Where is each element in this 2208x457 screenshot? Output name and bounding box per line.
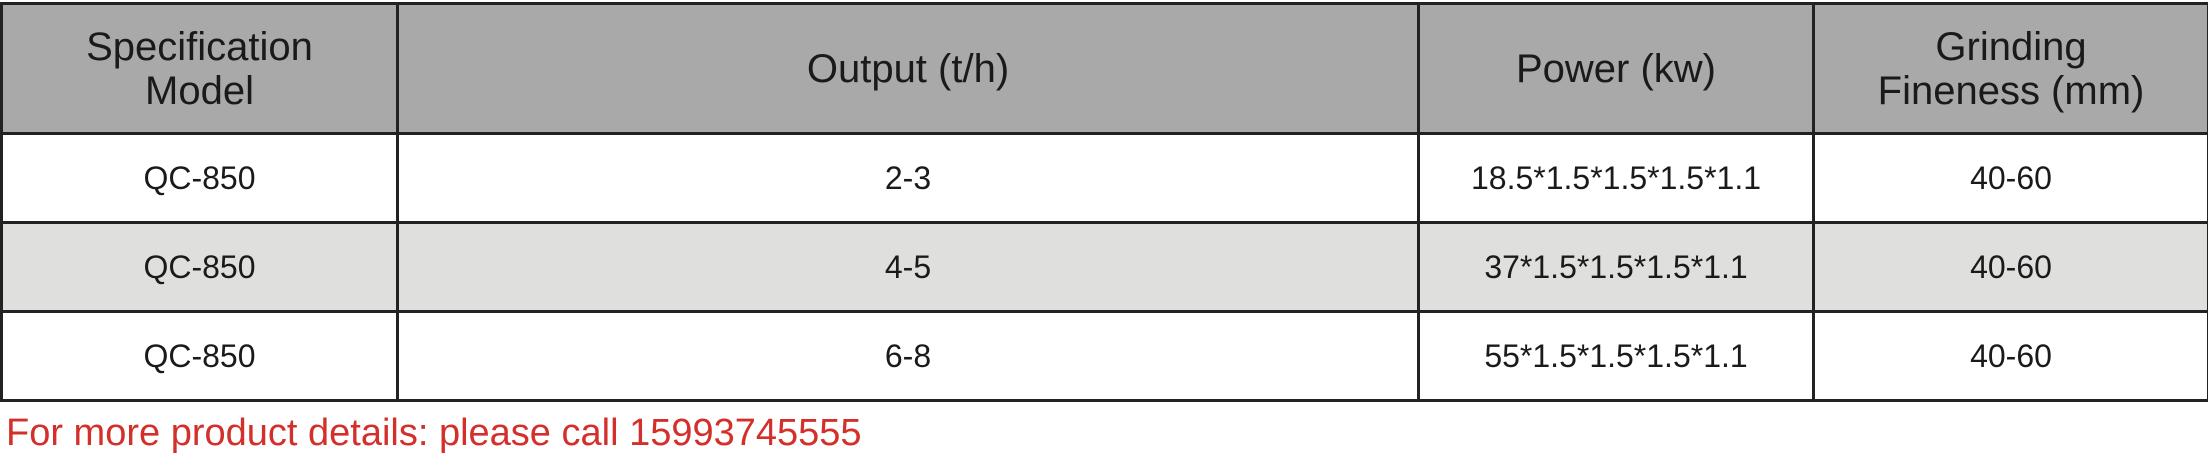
cell-fineness: 40-60 [1812, 132, 2208, 224]
table-row: QC-850 4-5 37*1.5*1.5*1.5*1.1 40-60 [0, 221, 2208, 313]
header-line: Power (kw) [1515, 46, 1717, 91]
table-row: QC-850 2-3 18.5*1.5*1.5*1.5*1.1 40-60 [0, 132, 2208, 224]
cell-output: 4-5 [396, 221, 1420, 313]
header-specification-model: Specification Model [0, 2, 399, 135]
cell-power: 55*1.5*1.5*1.5*1.1 [1417, 310, 1815, 402]
header-line: Output (t/h) [806, 46, 1010, 91]
header-line: Grinding [1935, 24, 2087, 69]
contact-note: For more product details: please call 15… [6, 412, 862, 454]
header-line: Model [145, 68, 254, 113]
specification-table: Specification Model Output (t/h) Power (k… [0, 2, 2208, 402]
header-line: Fineness (mm) [1877, 68, 2145, 113]
cell-fineness: 40-60 [1812, 310, 2208, 402]
cell-output: 6-8 [396, 310, 1420, 402]
cell-model: QC-850 [0, 310, 399, 402]
table-row: QC-850 6-8 55*1.5*1.5*1.5*1.1 40-60 [0, 310, 2208, 402]
cell-model: QC-850 [0, 221, 399, 313]
cell-power: 18.5*1.5*1.5*1.5*1.1 [1417, 132, 1815, 224]
cell-fineness: 40-60 [1812, 221, 2208, 313]
cell-model: QC-850 [0, 132, 399, 224]
header-row: Specification Model Output (t/h) Power (k… [0, 2, 2208, 135]
header-line: Specification [86, 24, 313, 69]
header-power: Power (kw) [1417, 2, 1815, 135]
header-grinding-fineness: Grinding Fineness (mm) [1812, 2, 2208, 135]
cell-power: 37*1.5*1.5*1.5*1.1 [1417, 221, 1815, 313]
header-output: Output (t/h) [396, 2, 1420, 135]
cell-output: 2-3 [396, 132, 1420, 224]
